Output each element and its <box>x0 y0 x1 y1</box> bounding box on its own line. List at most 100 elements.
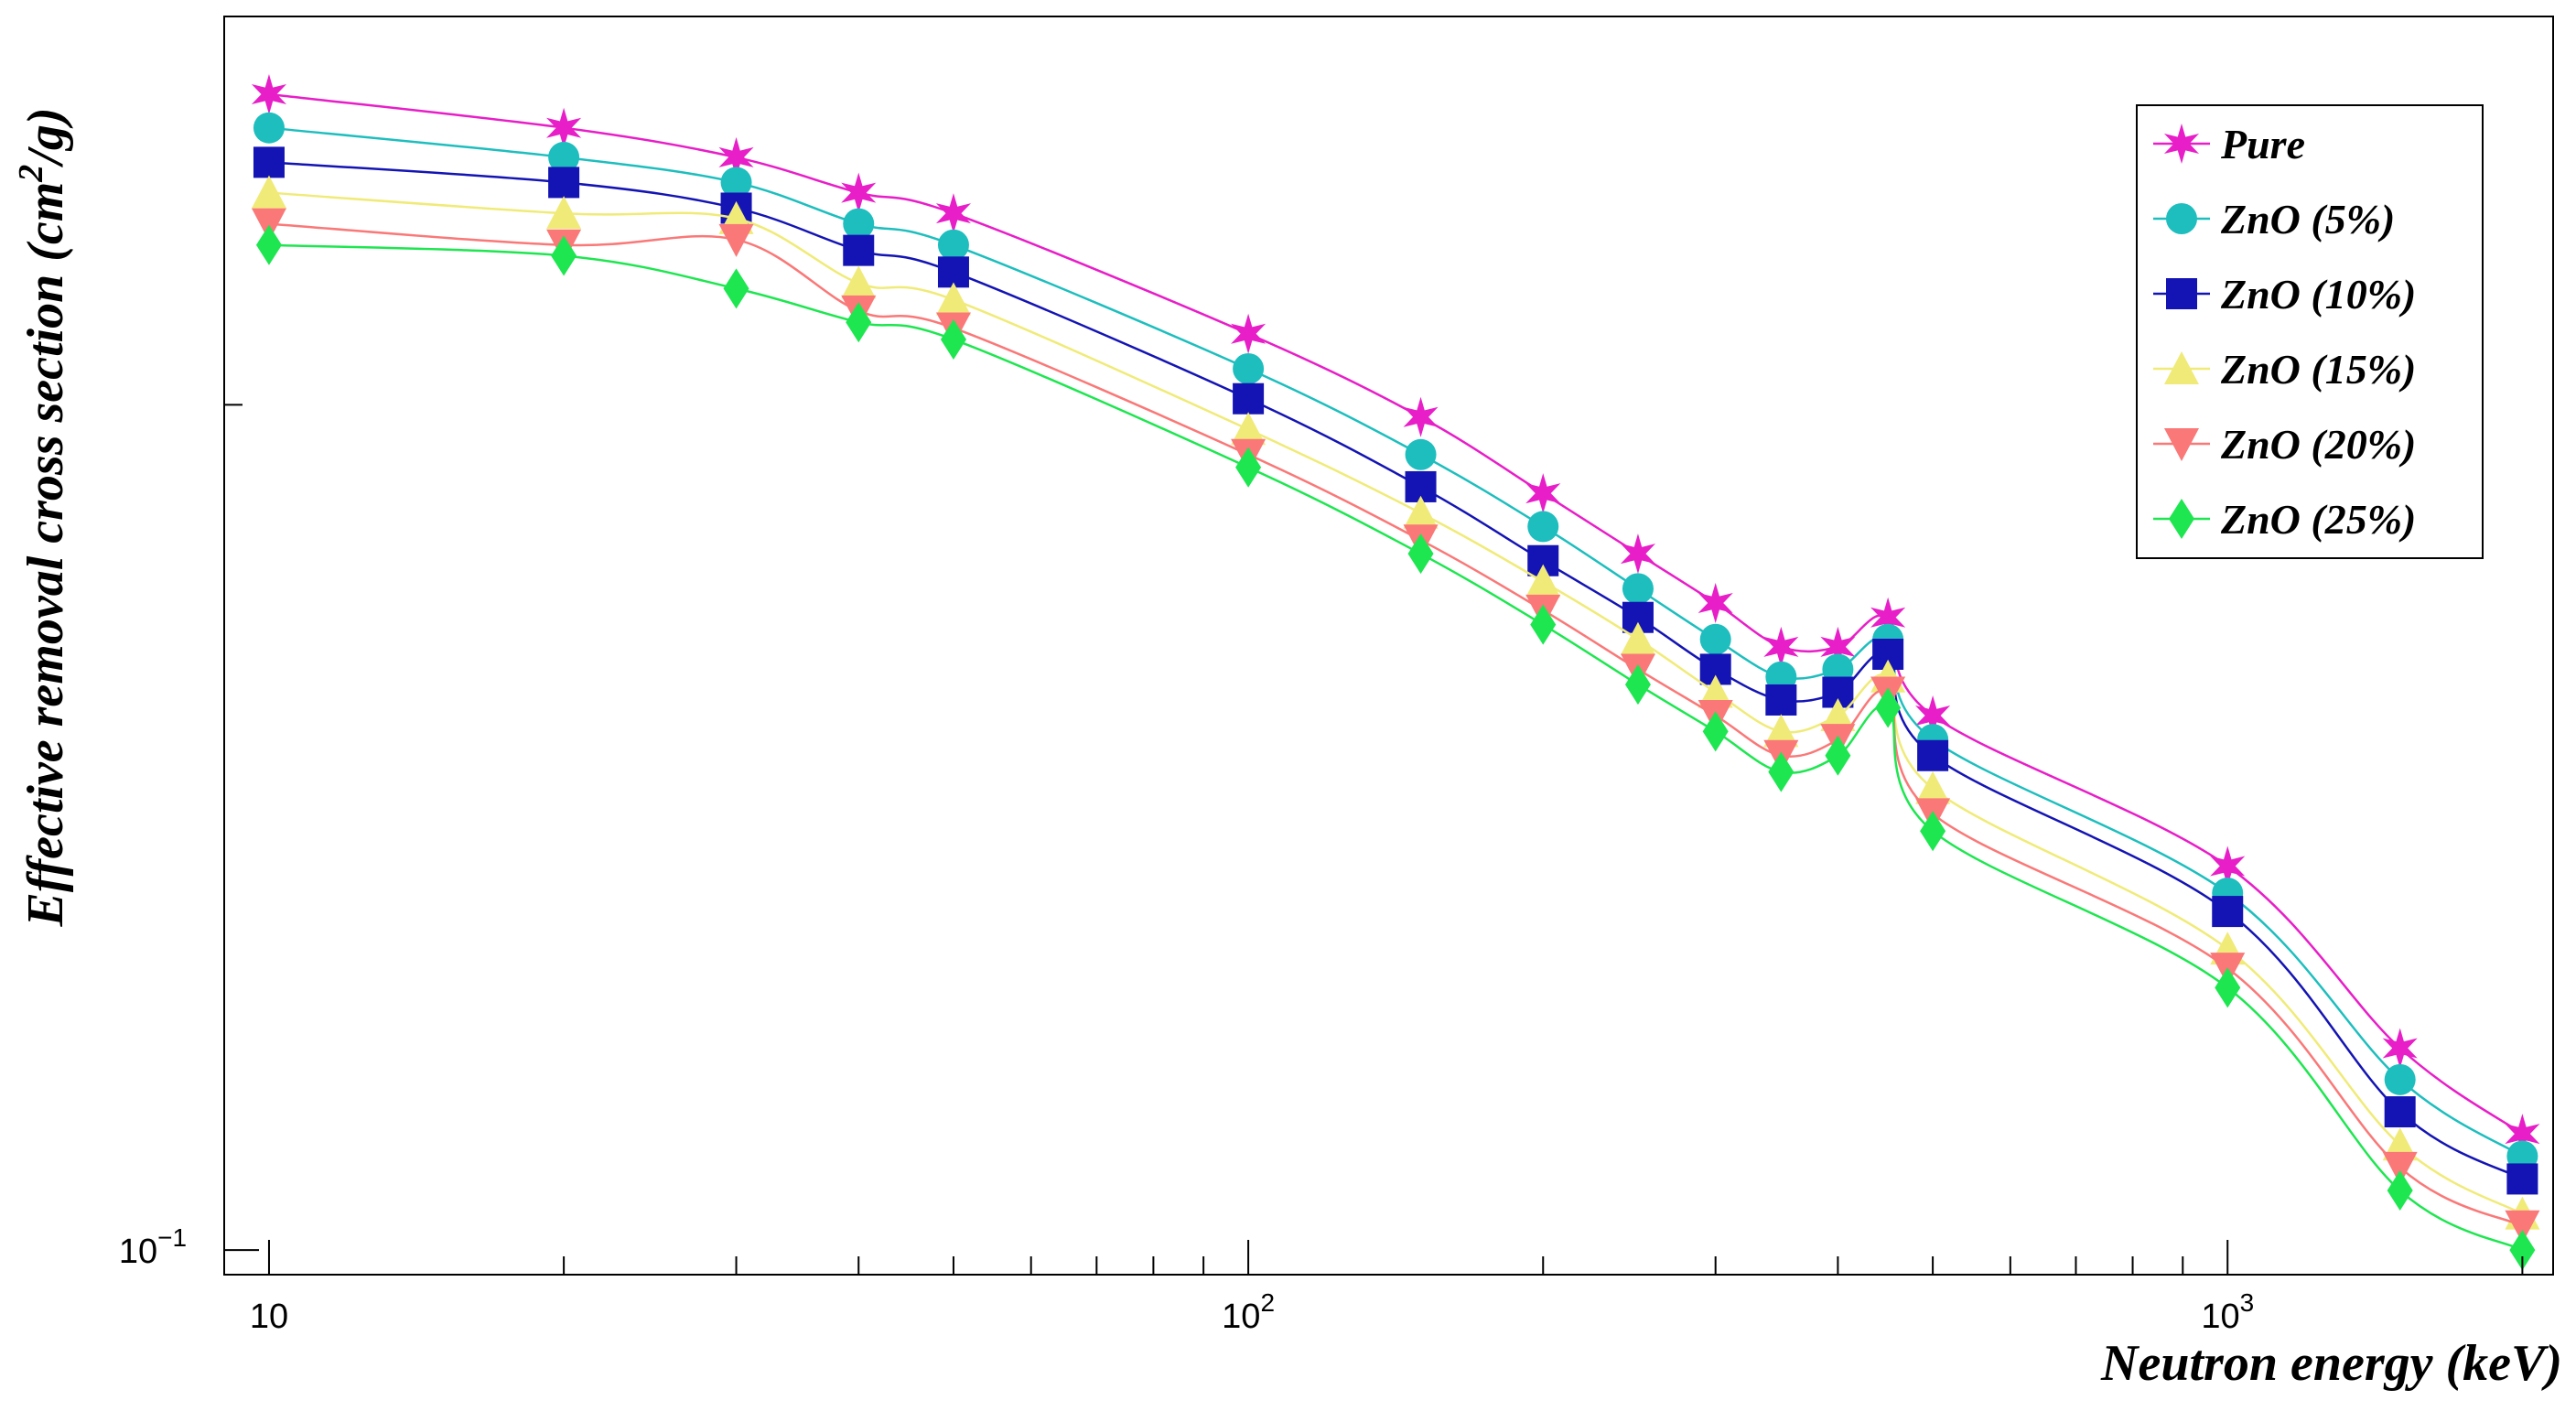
data-point <box>1915 770 1951 804</box>
data-point <box>1235 447 1262 488</box>
series-2 <box>253 146 2538 1195</box>
legend-swatch-marker <box>2166 278 2197 309</box>
data-point <box>2382 1151 2418 1185</box>
x-tick-label: 103 <box>2201 1288 2254 1336</box>
data-point <box>2505 1114 2540 1155</box>
y-tick-base: 10 <box>119 1233 157 1271</box>
data-point <box>251 74 287 115</box>
data-point <box>2215 967 2241 1008</box>
data-point <box>843 208 875 240</box>
data-point <box>1765 684 1797 716</box>
data-point <box>551 235 577 276</box>
legend-swatch-marker <box>2166 203 2197 234</box>
data-point <box>718 136 754 178</box>
data-point <box>940 319 966 361</box>
data-point <box>1915 695 1951 737</box>
data-point <box>548 141 580 173</box>
legend-entry: Pure <box>2153 121 2305 167</box>
data-point <box>1407 533 1434 575</box>
data-point <box>1233 352 1265 384</box>
data-point <box>723 268 749 309</box>
x-axis-title: Neutron energy (keV) <box>2100 1335 2562 1392</box>
data-point <box>1405 438 1437 470</box>
data-point <box>1231 412 1266 446</box>
data-point <box>1825 735 1851 776</box>
data-point <box>546 196 582 230</box>
y-axis-title: Effective removal cross section (cm2/g) <box>12 107 74 927</box>
data-point <box>1624 664 1651 706</box>
legend: Pure ZnO (5%) ZnO (10%) ZnO (15%) ZnO (20%) Z… <box>2136 104 2484 559</box>
data-point <box>846 302 872 343</box>
data-point <box>935 282 971 316</box>
data-point <box>2384 1063 2416 1095</box>
x-tick-exponent: 3 <box>2240 1288 2255 1317</box>
legend-label: ZnO (25%) <box>2220 496 2416 543</box>
legend-label: ZnO (10%) <box>2220 271 2416 318</box>
data-point <box>2210 846 2246 887</box>
legend-swatch-marker <box>2164 428 2199 461</box>
legend-entry: ZnO (10%) <box>2153 271 2416 318</box>
x-tick-base: 10 <box>250 1298 288 1336</box>
legend-entry: ZnO (25%) <box>2153 496 2416 543</box>
data-point <box>546 107 582 148</box>
data-point <box>843 234 875 266</box>
data-point <box>253 146 285 178</box>
data-point <box>1620 621 1655 655</box>
data-point <box>1702 711 1729 752</box>
data-point <box>1763 626 1799 667</box>
data-point <box>1875 687 1902 728</box>
data-point <box>2384 1096 2416 1128</box>
data-point <box>548 167 580 199</box>
legend-swatch-marker <box>2164 351 2199 384</box>
data-point <box>1698 674 1733 708</box>
data-point <box>1403 495 1439 529</box>
series-line <box>268 191 2524 1215</box>
data-point <box>1231 313 1266 354</box>
data-point <box>1820 698 1856 732</box>
data-point <box>2505 1210 2540 1244</box>
y-tick-exponent: −1 <box>157 1223 187 1252</box>
legend-box <box>2136 104 2484 559</box>
legend-swatch-marker <box>2163 124 2200 164</box>
data-point <box>1698 582 1733 623</box>
legend-swatch-marker <box>2169 499 2194 539</box>
series-line <box>268 126 2524 1158</box>
series-line <box>268 243 2523 1252</box>
x-tick-exponent: 2 <box>1260 1288 1275 1317</box>
data-point <box>1920 811 1946 852</box>
x-tick-base: 10 <box>1222 1298 1260 1336</box>
y-tick-label: 10−1 <box>119 1223 187 1271</box>
data-point <box>2387 1170 2413 1212</box>
data-point <box>2212 896 2244 928</box>
data-point <box>2382 1028 2418 1069</box>
x-tick-label: 10 <box>250 1298 288 1336</box>
data-point <box>1763 714 1799 748</box>
data-point <box>1527 511 1559 543</box>
data-point <box>718 223 754 257</box>
legend-entry: ZnO (5%) <box>2153 196 2395 242</box>
data-point <box>1403 396 1439 437</box>
data-point <box>2506 1163 2538 1195</box>
data-point <box>841 265 877 299</box>
data-point <box>1525 473 1561 514</box>
legend-label: ZnO (5%) <box>2220 196 2395 242</box>
series-0 <box>251 74 2540 1155</box>
data-point <box>1820 626 1856 667</box>
legend-label: ZnO (20%) <box>2220 421 2416 468</box>
x-tick-label: 102 <box>1222 1288 1275 1336</box>
data-point <box>1870 597 1906 638</box>
data-point <box>937 229 969 261</box>
series-layer <box>251 74 2540 1271</box>
data-point <box>1622 573 1654 605</box>
data-point <box>2509 1230 2536 1271</box>
data-point <box>720 167 752 199</box>
legend-label: Pure <box>2220 121 2305 167</box>
series-line <box>268 161 2523 1180</box>
data-point <box>841 172 877 213</box>
series-line <box>268 92 2524 1136</box>
x-tick-base: 10 <box>2201 1298 2239 1336</box>
series-5 <box>255 224 2536 1271</box>
data-point <box>251 208 286 242</box>
